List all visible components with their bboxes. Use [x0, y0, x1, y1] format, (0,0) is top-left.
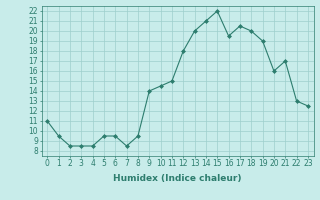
- X-axis label: Humidex (Indice chaleur): Humidex (Indice chaleur): [113, 174, 242, 183]
